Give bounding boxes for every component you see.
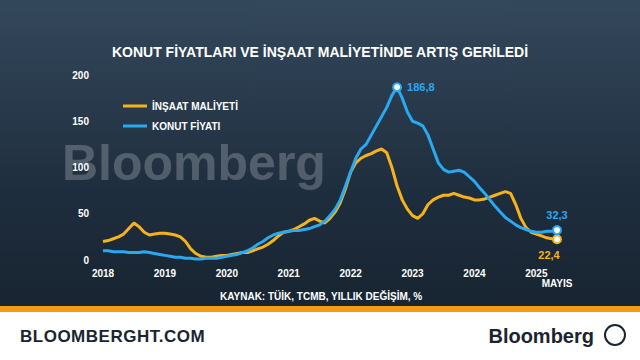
- svg-text:2022: 2022: [340, 268, 363, 279]
- svg-text:186,8: 186,8: [407, 81, 435, 93]
- svg-text:200: 200: [72, 70, 89, 81]
- svg-text:2019: 2019: [154, 268, 177, 279]
- svg-text:KONUT FİYATLARI VE İNŞAAT MALİ: KONUT FİYATLARI VE İNŞAAT MALİYETİNDE AR…: [112, 44, 528, 60]
- svg-text:İNŞAAT MALİYETİ: İNŞAAT MALİYETİ: [152, 100, 238, 112]
- svg-text:2020: 2020: [216, 268, 239, 279]
- html-text:BLOOMBERGHT.COM: BLOOMBERGHT.COM: [20, 327, 205, 346]
- svg-text:KONUT FİYATI: KONUT FİYATI: [152, 120, 221, 132]
- svg-text:150: 150: [72, 116, 89, 127]
- svg-text:2024: 2024: [463, 268, 486, 279]
- svg-text:2023: 2023: [401, 268, 424, 279]
- svg-text:32,3: 32,3: [546, 209, 567, 221]
- svg-text:2018: 2018: [92, 268, 115, 279]
- html-text:Bloomberg: Bloomberg: [488, 325, 594, 347]
- svg-text:2021: 2021: [278, 268, 301, 279]
- svg-text:2025: 2025: [525, 267, 548, 279]
- svg-text:0: 0: [83, 255, 89, 266]
- svg-text:50: 50: [78, 208, 90, 219]
- svg-text:Bloomberg: Bloomberg: [62, 135, 326, 191]
- svg-text:22,4: 22,4: [538, 249, 560, 261]
- svg-text:100: 100: [72, 162, 89, 173]
- svg-text:KAYNAK: TÜİK, TCMB, YILLIK DEĞ: KAYNAK: TÜİK, TCMB, YILLIK DEĞİŞİM, %: [220, 290, 422, 302]
- svg-text:MAYIS: MAYIS: [542, 278, 573, 289]
